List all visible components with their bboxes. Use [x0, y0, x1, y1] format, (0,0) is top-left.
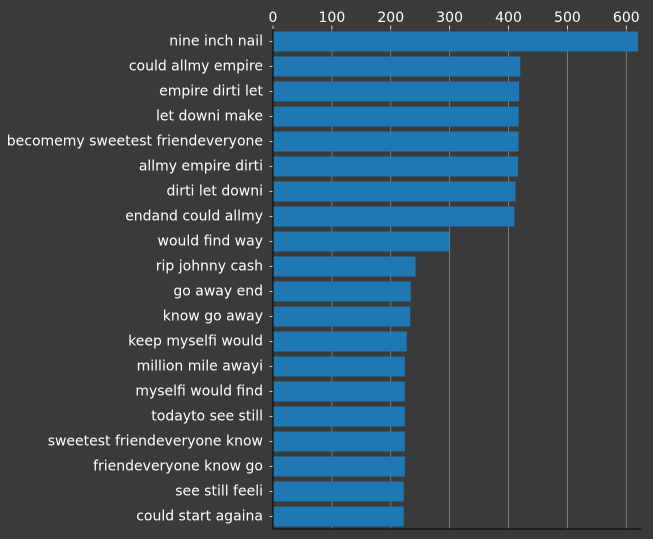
bar-16	[273, 406, 405, 427]
bar-7	[273, 181, 516, 202]
bar-17	[273, 431, 405, 452]
y-tick-label: could allmy empire	[129, 59, 263, 75]
bar-20	[273, 506, 404, 527]
y-tick-label: sweetest friendeveryone know	[48, 434, 263, 450]
y-tick-label: empire dirti let	[159, 84, 263, 100]
bar-8	[273, 206, 515, 227]
bar-3	[273, 81, 520, 102]
bars	[273, 31, 639, 527]
y-tick-label: todayto see still	[151, 409, 263, 425]
bar-11	[273, 281, 411, 302]
y-tick-label: allmy empire dirti	[139, 159, 263, 175]
bar-14	[273, 356, 405, 377]
y-tick-label: could start againa	[136, 509, 263, 525]
bar-9	[273, 231, 450, 252]
y-tick-label: myselfi would find	[135, 384, 263, 400]
y-tick-label: would find way	[158, 234, 263, 250]
y-tick-label: dirti let downi	[167, 184, 263, 200]
x-tick-label: 600	[613, 10, 640, 26]
gridlines	[272, 29, 627, 529]
x-tick-label: 400	[495, 10, 522, 26]
bar-4	[273, 106, 519, 127]
bar-13	[273, 331, 407, 352]
bar-6	[273, 156, 518, 177]
bar-18	[273, 456, 405, 477]
x-tick-labels: 0 100 200 300 400 500 600	[269, 10, 640, 26]
y-category-labels: nine inch nail could allmy empire empire d…	[7, 34, 264, 525]
bar-15	[273, 381, 405, 402]
x-tick-label: 500	[554, 10, 581, 26]
axes	[269, 25, 641, 530]
y-tick-label: endand could allmy	[125, 209, 263, 225]
y-tick-label: becomemy sweetest friendeveryone	[7, 134, 263, 150]
x-tick-label: 300	[436, 10, 463, 26]
y-tick-label: rip johnny cash	[156, 259, 263, 275]
bar-19	[273, 481, 404, 502]
y-tick-label: go away end	[173, 284, 263, 300]
bar-12	[273, 306, 411, 327]
y-tick-label: million mile awayi	[137, 359, 263, 375]
bar-10	[273, 256, 416, 277]
x-tick-label: 200	[377, 10, 404, 26]
y-tick-label: friendeveryone know go	[93, 459, 263, 475]
x-tick-label: 100	[319, 10, 346, 26]
bar-2	[273, 56, 521, 77]
bar-5	[273, 131, 519, 152]
y-tick-label: let downi make	[156, 109, 263, 125]
bar-1	[273, 31, 639, 52]
y-tick-label: nine inch nail	[169, 34, 263, 50]
y-tick-label: know go away	[163, 309, 263, 325]
x-tick-label: 0	[269, 10, 278, 26]
y-tick-label: see still feeli	[175, 484, 263, 500]
y-tick-label: keep myselfi would	[128, 334, 263, 350]
